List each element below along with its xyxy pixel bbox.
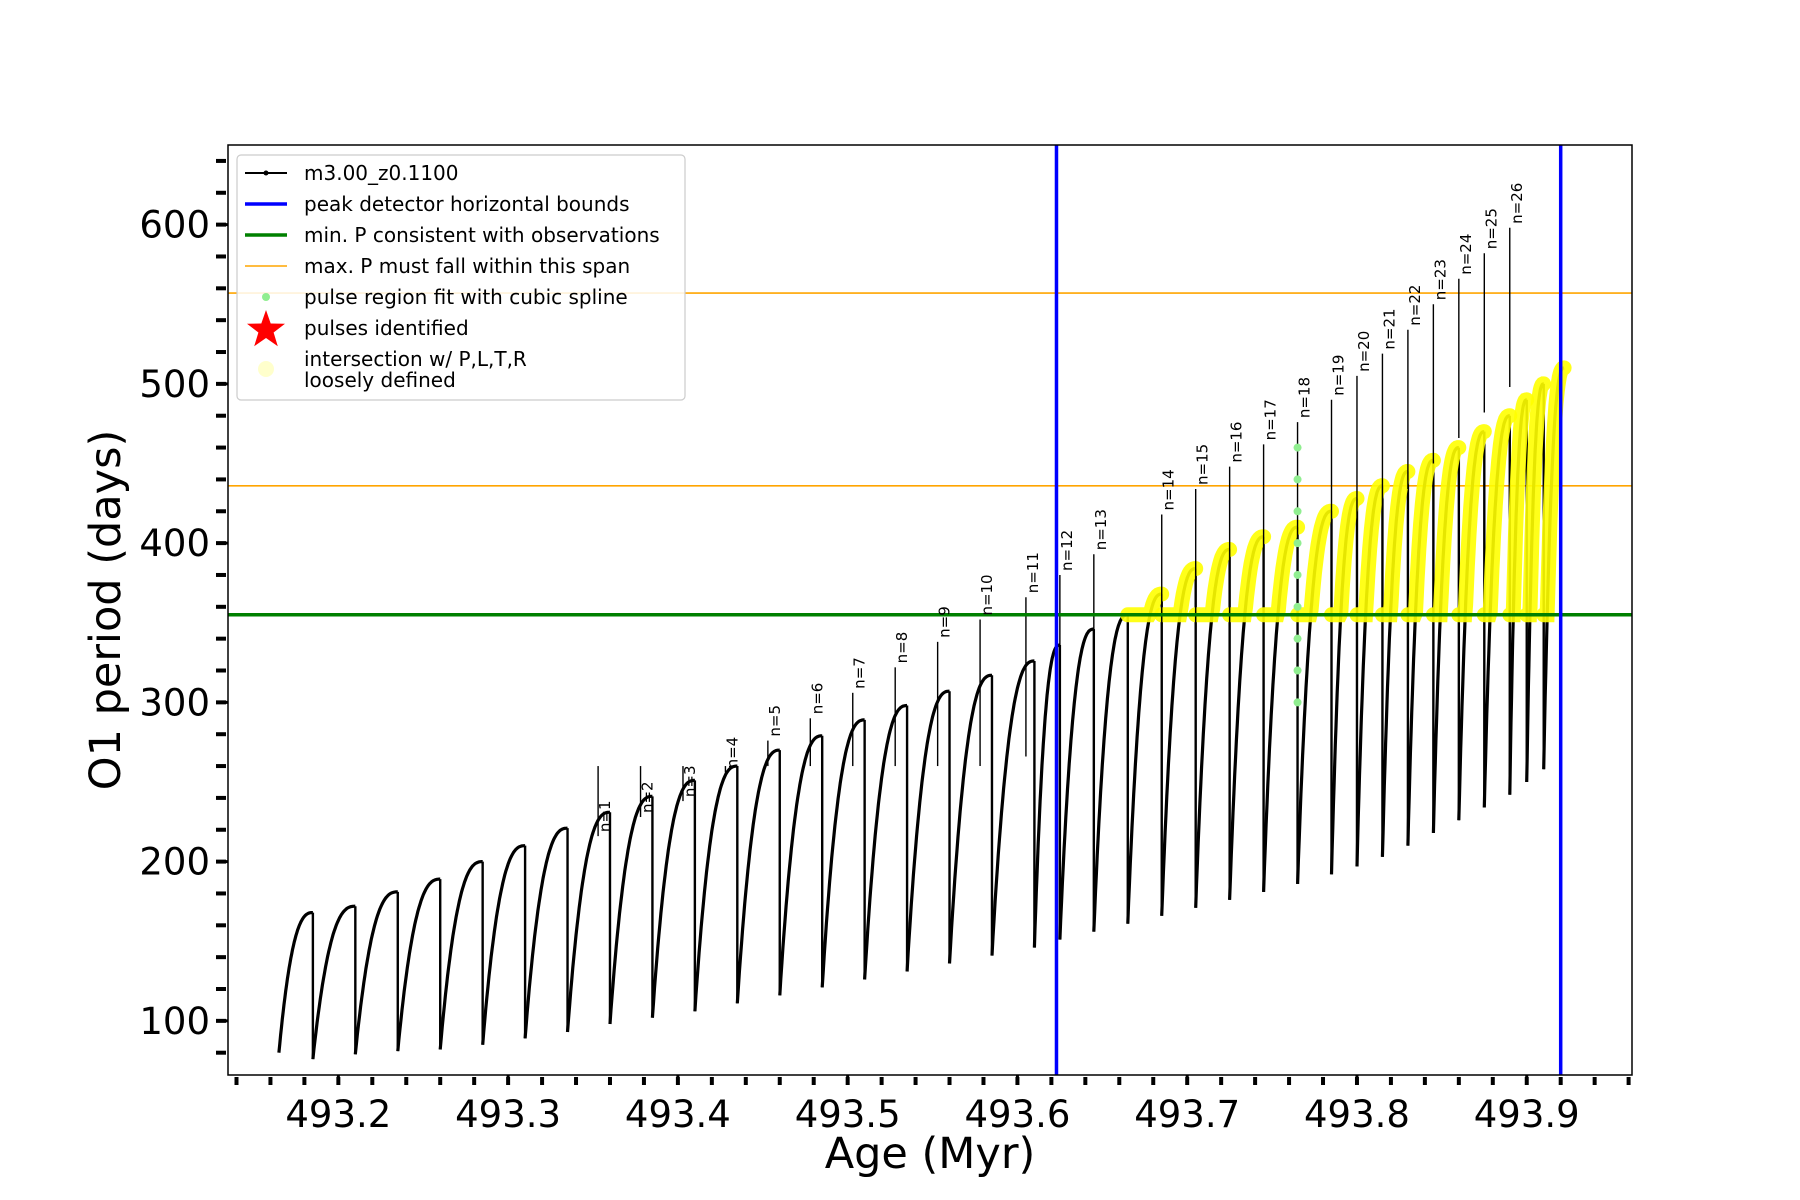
series-cycle-7 bbox=[523, 826, 569, 1039]
legend-label-7-1: intersection w/ P,L,T,R bbox=[304, 347, 527, 371]
pulse-label-20: n=20 bbox=[1355, 331, 1373, 372]
pulse-label-14: n=14 bbox=[1160, 469, 1178, 510]
highlight-cycle-31 bbox=[1400, 452, 1441, 623]
legend-label-5: pulse region fit with cubic spline bbox=[304, 285, 628, 309]
legend-label-3: min. P consistent with observations bbox=[304, 223, 660, 247]
series-cycle-4 bbox=[396, 877, 441, 1052]
highlight-cycle-24 bbox=[1188, 542, 1238, 623]
pulse-label-12: n=12 bbox=[1058, 530, 1076, 571]
y-tick-label-1: 100 bbox=[139, 1000, 210, 1043]
x-tick-label-4: 493.5 bbox=[795, 1093, 901, 1136]
series-cycle-22 bbox=[1126, 592, 1163, 924]
highlight-cycle-30 bbox=[1374, 464, 1416, 623]
series-cycle-18 bbox=[990, 659, 1035, 956]
legend-label-2: peak detector horizontal bounds bbox=[304, 192, 630, 216]
x-tick-label-5: 493.6 bbox=[964, 1093, 1070, 1136]
pulse-label-23: n=23 bbox=[1431, 259, 1449, 300]
spline-point-7 bbox=[1293, 507, 1302, 516]
spline-point-9 bbox=[1293, 443, 1302, 452]
x-tick-label-2: 493.3 bbox=[455, 1093, 561, 1136]
series-cycle-11 bbox=[693, 764, 738, 1012]
spline-point-6 bbox=[1293, 539, 1302, 548]
pulse-label-2: n=2 bbox=[639, 781, 657, 813]
x-tick-label-1: 493.2 bbox=[285, 1093, 391, 1136]
series-cycle-21 bbox=[1092, 613, 1129, 932]
series-cycle-15 bbox=[863, 703, 908, 980]
pulse-label-6: n=6 bbox=[808, 683, 826, 715]
pulse-label-7: n=7 bbox=[851, 657, 869, 689]
series-cycle-16 bbox=[905, 689, 951, 972]
legend-label-6: pulses identified bbox=[304, 316, 469, 340]
pulse-label-5: n=5 bbox=[766, 705, 784, 737]
pulse-label-22: n=22 bbox=[1406, 285, 1424, 326]
series-cycle-3 bbox=[353, 890, 399, 1055]
legend-swatch-7 bbox=[258, 361, 274, 377]
legend-label-7-2: loosely defined bbox=[304, 368, 456, 392]
y-tick-label-2: 200 bbox=[139, 841, 210, 884]
plot-area: n=1 n=2 n=3 n=4 n=5 n=6 n=7 n=8 n=9 n=10 n=11 n=12 n… bbox=[228, 145, 1632, 1075]
legend-marker-1 bbox=[263, 170, 269, 176]
axes: 493.2 493.3 493.4 493.5 493.6 493.7 493.8 493.9… bbox=[139, 158, 1631, 1136]
legend-swatch-6 bbox=[247, 310, 285, 347]
x-tick-label-3: 493.4 bbox=[625, 1093, 731, 1136]
legend-swatch-5 bbox=[262, 293, 270, 301]
pulse-label-13: n=13 bbox=[1092, 509, 1110, 550]
pulse-label-16: n=16 bbox=[1228, 422, 1246, 463]
pulse-label-18: n=18 bbox=[1296, 377, 1314, 418]
pulse-label-25: n=25 bbox=[1482, 208, 1500, 249]
highlight-cycle-33 bbox=[1451, 424, 1492, 623]
pulse-label-4: n=4 bbox=[723, 737, 741, 769]
y-tick-label-4: 400 bbox=[139, 522, 210, 565]
x-tick-label-8: 493.9 bbox=[1474, 1093, 1580, 1136]
spline-point-3 bbox=[1293, 634, 1302, 643]
highlight-cycle-34 bbox=[1476, 408, 1518, 623]
legend-box bbox=[236, 154, 686, 401]
spline-point-5 bbox=[1293, 570, 1302, 579]
series-cycle-8 bbox=[565, 810, 611, 1033]
series-cycle-12 bbox=[735, 748, 781, 1004]
spline-point-8 bbox=[1293, 475, 1302, 484]
y-tick-label-3: 300 bbox=[139, 681, 210, 724]
spline-point-4 bbox=[1293, 602, 1302, 611]
plot-frame bbox=[227, 144, 1633, 1076]
series-cycle-13 bbox=[778, 734, 823, 996]
highlight-cycle-32 bbox=[1425, 440, 1467, 623]
spline-point-2 bbox=[1293, 666, 1302, 675]
pulse-label-21: n=21 bbox=[1380, 308, 1398, 349]
x-tick-label-6: 493.7 bbox=[1134, 1093, 1240, 1136]
series-cycle-1 bbox=[277, 911, 314, 1053]
pulse-label-3: n=3 bbox=[681, 765, 699, 797]
y-axis-label: O1 period (days) bbox=[81, 430, 131, 791]
pulse-label-11: n=11 bbox=[1024, 552, 1042, 593]
pulse-label-19: n=19 bbox=[1330, 355, 1348, 396]
legend-label-1: m3.00_z0.1100 bbox=[304, 161, 459, 185]
pulse-label-9: n=9 bbox=[936, 606, 954, 638]
series-cycle-17 bbox=[947, 673, 993, 964]
pulse-label-1: n=1 bbox=[596, 801, 614, 833]
highlight-cycle-29 bbox=[1349, 478, 1390, 623]
series-cycle-5 bbox=[438, 860, 484, 1050]
x-tick-label-7: 493.8 bbox=[1304, 1093, 1410, 1136]
y-tick-label-5: 500 bbox=[139, 363, 210, 406]
pulse-label-17: n=17 bbox=[1262, 399, 1280, 440]
series-cycle-6 bbox=[481, 844, 526, 1045]
series-cycle-14 bbox=[820, 718, 866, 988]
pulse-label-26: n=26 bbox=[1508, 183, 1526, 224]
y-tick-label-6: 600 bbox=[139, 204, 210, 247]
series-cycle-9 bbox=[608, 794, 653, 1025]
series-cycle-2 bbox=[311, 904, 356, 1060]
series-cycle-20 bbox=[1058, 627, 1095, 940]
pulse-label-15: n=15 bbox=[1194, 444, 1212, 485]
legend-label-4: max. P must fall within this span bbox=[304, 254, 630, 278]
pulse-label-8: n=8 bbox=[893, 632, 911, 664]
series-cycle-10 bbox=[650, 778, 696, 1018]
x-axis-label: Age (Myr) bbox=[825, 1129, 1036, 1179]
spline-point-1 bbox=[1293, 698, 1302, 707]
pulse-label-10: n=10 bbox=[978, 574, 996, 615]
pulse-label-24: n=24 bbox=[1457, 234, 1475, 275]
